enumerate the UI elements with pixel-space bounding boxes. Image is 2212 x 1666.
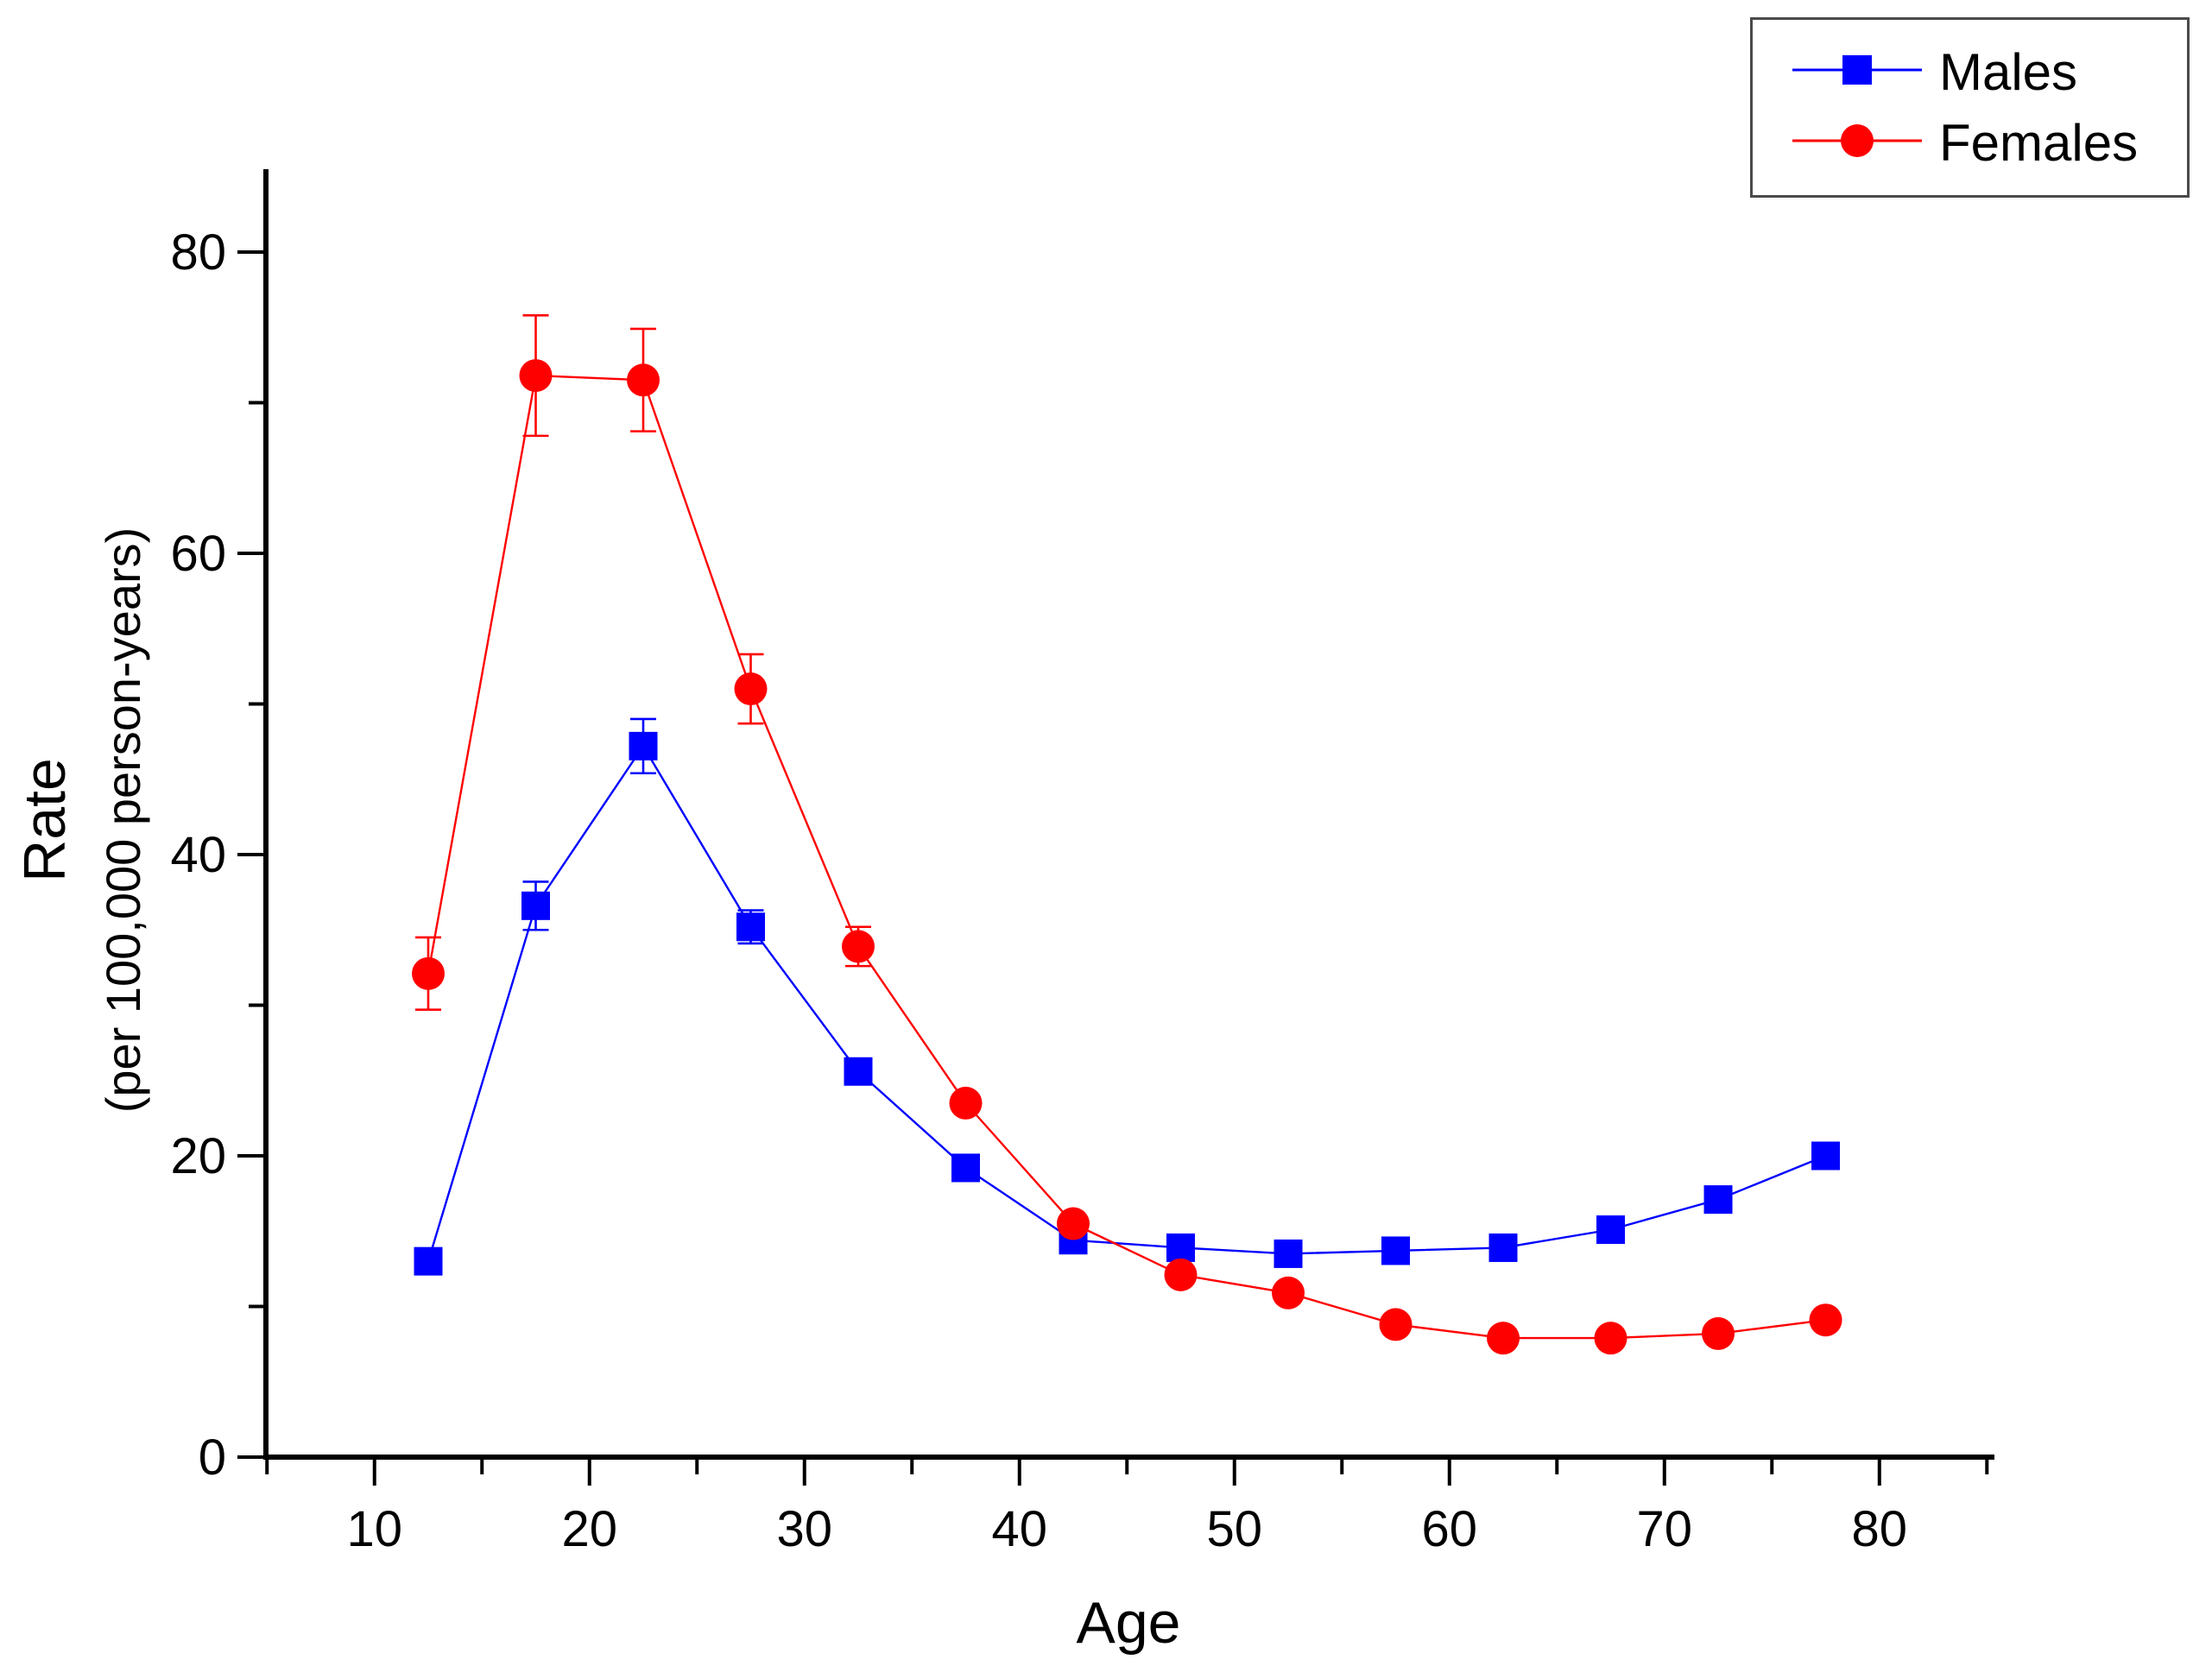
females-data-point-marker [411,956,445,990]
males-data-point-marker [629,731,658,760]
x-tick-label: 80 [1852,1501,1908,1557]
x-tick-label: 10 [346,1501,402,1557]
females-data-point-marker [842,930,875,963]
males-line [427,744,1826,1262]
males-data-point-marker [1488,1233,1518,1262]
y-axis-title: Rate [12,758,78,882]
females-data-point-marker [627,363,660,397]
females-data-point-marker [1272,1276,1305,1309]
males-data-point-marker [736,912,766,942]
y-tick-label: 40 [170,827,226,883]
females-line-circle-key [1792,122,1922,164]
y-tick-label: 60 [170,526,226,582]
x-tick-label: 60 [1422,1501,1478,1557]
males-line-square-key [1792,51,1922,93]
males-data-point-marker [1273,1239,1303,1268]
females-data-point-marker [1809,1303,1842,1337]
females-data-point-marker [1164,1258,1198,1291]
legend-item-females: Females [1792,114,2187,173]
females-data-point-marker [734,672,768,706]
males-data-point-marker [1811,1141,1841,1171]
x-axis-title: Age [1077,1590,1181,1656]
y-tick-label: 20 [170,1128,226,1184]
males-data-point-marker [1166,1233,1196,1262]
y-tick-label: 0 [199,1429,226,1486]
x-tick-label: 70 [1637,1501,1693,1557]
x-tick-label: 40 [992,1501,1048,1557]
males-data-point-marker [1703,1185,1733,1215]
y-axis-subtitle: (per 100,000 person-years) [96,527,150,1114]
axes: 10 20 30 40 50 60 70 80 0 20 40 60 80 [170,169,1994,1557]
x-tick-label: 20 [561,1501,617,1557]
legend-label-females: Females [1939,113,2139,172]
males-data-point-marker [951,1153,981,1183]
males-data-point-marker [1596,1215,1626,1245]
legend-item-males: Males [1792,43,2187,102]
data-series [411,313,1842,1355]
y-tick-label: 80 [170,224,226,281]
legend: Males Females [1750,17,2190,198]
females-line [427,374,1826,1340]
legend-label-males: Males [1939,42,2078,101]
females-data-point-marker [1594,1322,1627,1355]
males-data-point-marker [844,1057,873,1086]
females-data-point-marker [519,359,553,393]
x-tick-label: 30 [776,1501,832,1557]
circle-marker-icon [1841,124,1874,157]
males-key-graphic [1792,55,1922,85]
x-tick-label: 50 [1207,1501,1263,1557]
males-data-point-marker [521,891,551,920]
females-data-point-marker [1487,1322,1520,1355]
males-data-point-marker [414,1246,443,1276]
females-data-point-marker [1702,1316,1735,1350]
females-data-point-marker [1379,1308,1413,1341]
females-key-graphic [1792,124,1922,157]
males-data-point-marker [1381,1236,1411,1265]
females-data-point-marker [949,1086,983,1120]
series-males [414,717,1841,1276]
series-females [411,313,1842,1355]
square-marker-icon [1842,55,1872,85]
females-data-point-marker [1057,1207,1090,1240]
